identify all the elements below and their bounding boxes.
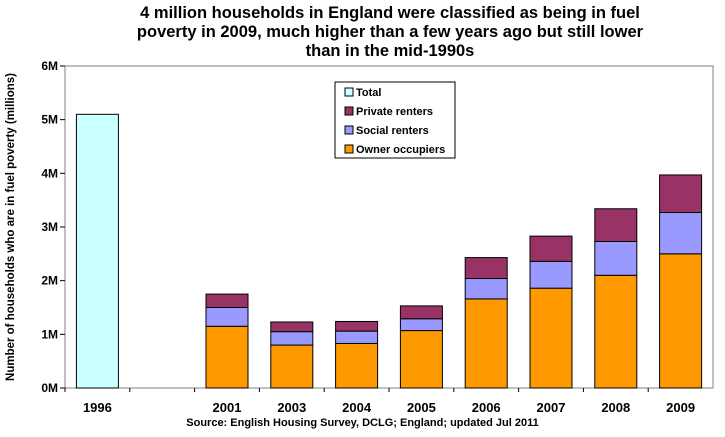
bar-owner-occupiers-2006 [464,298,508,389]
x-tick-label: 2009 [666,400,695,415]
y-tick-label: 5M [41,113,58,127]
bar-private-renters-2003 [270,321,314,333]
y-tick-label: 2M [41,274,58,288]
y-tick-label: 4M [41,166,58,180]
x-tick-label: 2005 [407,400,436,415]
bar-social-renters-2009 [659,212,703,255]
chart-title: 4 million households in England were cla… [136,4,644,60]
legend-label-total: Total [356,87,381,99]
bars [75,113,703,389]
x-tick-label: 2003 [277,400,306,415]
bar-social-renters-2006 [464,278,508,300]
bar-owner-occupiers-2008 [594,274,638,389]
legend-box [334,81,456,159]
legend-swatch-total [344,87,354,97]
legend-label-social-renters: Social renters [356,125,429,137]
legend-swatch-private-renters [344,106,354,116]
y-tick-label: 6M [41,59,58,73]
y-axis-label: Number of households who are in fuel pov… [5,73,17,381]
bar-social-renters-2004 [335,330,379,344]
y-tick-label: 1M [41,327,58,341]
bar-owner-occupiers-2001 [205,325,249,389]
x-tick-label: 2008 [601,400,630,415]
y-tick-label: 3M [41,220,58,234]
legend-swatch-social-renters [344,125,354,135]
legend-label-private-renters: Private renters [356,106,433,118]
bar-owner-occupiers-2007 [529,287,573,389]
bar-owner-occupiers-2005 [399,330,443,389]
bar-social-renters-2001 [205,307,249,327]
bar-social-renters-2008 [594,240,638,276]
y-axis: 0M 1M 2M 3M 4M 5M 6M [41,59,65,395]
bar-private-renters-2008 [594,208,638,242]
bar-private-renters-2001 [205,293,249,309]
bar-social-renters-2005 [399,318,443,332]
bar-total-1996 [75,113,119,389]
legend-label-owner-occupiers: Owner occupiers [356,144,445,156]
bar-owner-occupiers-2004 [335,342,379,389]
bar-private-renters-2007 [529,235,573,262]
bar-social-renters-2003 [270,331,314,346]
x-tick-label: 2004 [342,400,372,415]
x-tick-label: 2006 [472,400,501,415]
x-tick-label: 2007 [537,400,566,415]
legend-swatch-owner-occupiers [344,144,354,154]
source-note: Source: English Housing Survey, DCLG; En… [186,417,539,429]
x-tick-label: 1996 [83,400,112,415]
x-axis: 1996 2001 2003 2004 2005 2006 2007 2008 2009 [64,388,695,415]
legend: Total Private renters Social renters Owner … [334,81,456,159]
bar-private-renters-2004 [335,320,379,332]
bar-private-renters-2005 [399,305,443,320]
bar-private-renters-2006 [464,257,508,280]
bar-owner-occupiers-2003 [270,344,314,389]
x-tick-label: 2001 [213,400,242,415]
bar-social-renters-2007 [529,260,573,289]
bar-private-renters-2009 [659,174,703,214]
y-tick-label: 0M [41,381,58,395]
bar-owner-occupiers-2009 [659,253,703,389]
